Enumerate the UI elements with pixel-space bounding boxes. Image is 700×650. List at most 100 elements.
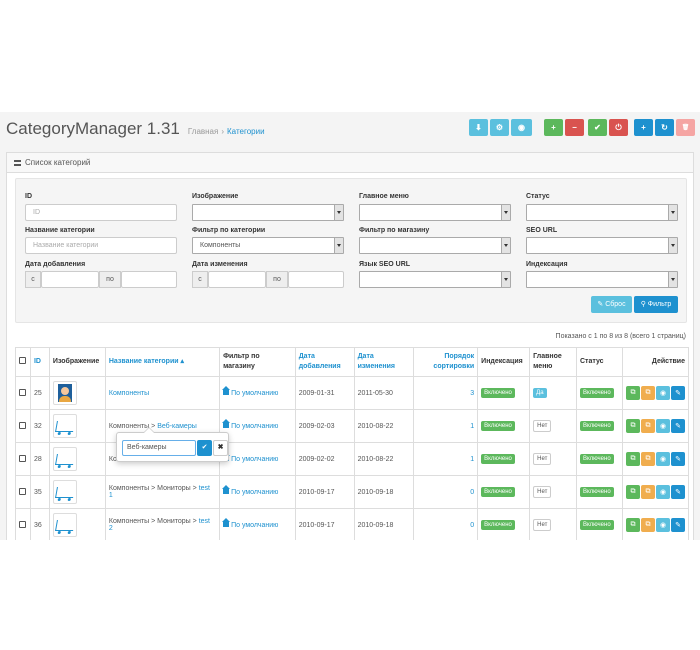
menu-badge[interactable]: Нет: [533, 486, 552, 498]
breadcrumb: Главная › Категории: [187, 127, 265, 136]
filter-category-select[interactable]: Компоненты: [192, 237, 344, 254]
view-button[interactable]: ◉: [511, 119, 532, 136]
index-badge[interactable]: Включено: [481, 487, 515, 497]
row-checkbox[interactable]: [19, 388, 27, 396]
delete-button[interactable]: 🗑: [676, 119, 695, 136]
filter-seo-select[interactable]: [526, 237, 678, 254]
filter-store-select[interactable]: [359, 237, 511, 254]
status-badge[interactable]: Включено: [579, 454, 614, 464]
index-badge[interactable]: Включено: [481, 421, 515, 431]
inline-edit-input[interactable]: Веб-камеры: [122, 440, 196, 456]
chevron-down-icon: [501, 205, 510, 220]
index-badge[interactable]: Включено: [481, 454, 515, 464]
refresh-button[interactable]: ↻: [655, 119, 674, 136]
header-id[interactable]: ID: [29, 347, 50, 377]
row-date-changed: 2010-08-22: [353, 442, 415, 476]
menu-badge[interactable]: Нет: [533, 420, 552, 432]
filter-seo-label: SEO URL: [526, 227, 558, 234]
expand-button[interactable]: +: [544, 119, 563, 136]
download-button[interactable]: ⬇: [469, 119, 488, 136]
changed-from-input[interactable]: [208, 271, 266, 288]
breadcrumb-current[interactable]: Категории: [227, 127, 265, 136]
cart-icon: [54, 519, 75, 531]
clone-button[interactable]: ⧉: [641, 485, 655, 499]
reset-button[interactable]: ✎ Сброс: [591, 296, 632, 313]
filter-status-select[interactable]: [526, 204, 678, 221]
view-button[interactable]: ◉: [656, 518, 670, 532]
status-badge[interactable]: Включено: [579, 487, 614, 497]
view-button[interactable]: ◉: [656, 386, 670, 400]
status-badge[interactable]: Включено: [579, 421, 614, 431]
header-date-added[interactable]: Дата добавления: [294, 347, 355, 377]
copy-button[interactable]: ⧉: [626, 518, 640, 532]
view-button[interactable]: ◉: [656, 419, 670, 433]
added-from-input[interactable]: [41, 271, 99, 288]
view-button[interactable]: ◉: [656, 452, 670, 466]
row-checkbox[interactable]: [19, 421, 27, 429]
settings-button[interactable]: ⚙: [490, 119, 509, 136]
view-button[interactable]: ◉: [656, 485, 670, 499]
filter-menu-select[interactable]: [359, 204, 511, 221]
filter-image-select[interactable]: [192, 204, 344, 221]
clone-button[interactable]: ⧉: [641, 419, 655, 433]
filter-button[interactable]: ⚲ Фильтр: [634, 296, 678, 313]
row-store-link[interactable]: По умолчанию: [231, 389, 279, 397]
row-name-link[interactable]: Веб-камеры: [157, 422, 197, 430]
row-sort-link[interactable]: 3: [470, 389, 475, 397]
breadcrumb-home[interactable]: Главная: [187, 127, 219, 136]
status-badge[interactable]: Включено: [579, 520, 614, 530]
copy-button[interactable]: ⧉: [626, 452, 640, 466]
enable-button[interactable]: ✔: [588, 119, 607, 136]
add-button[interactable]: +: [634, 119, 653, 136]
header-name[interactable]: Название категории ▴: [104, 347, 221, 377]
filter-id-input[interactable]: ID: [25, 204, 177, 221]
copy-button[interactable]: ⧉: [626, 485, 640, 499]
menu-badge[interactable]: Нет: [533, 519, 552, 531]
edit-button[interactable]: ✎: [671, 452, 685, 466]
cancel-edit-button[interactable]: ✖: [213, 440, 228, 456]
header-date-changed[interactable]: Дата изменения: [353, 347, 415, 377]
row-checkbox[interactable]: [19, 487, 27, 495]
menu-badge[interactable]: Да: [533, 388, 547, 398]
disable-button[interactable]: ⏻: [609, 119, 628, 136]
clone-button[interactable]: ⧉: [641, 518, 655, 532]
copy-button[interactable]: ⧉: [626, 386, 640, 400]
edit-button[interactable]: ✎: [671, 518, 685, 532]
clone-button[interactable]: ⧉: [641, 452, 655, 466]
filter-name-input[interactable]: Название категории: [25, 237, 177, 254]
edit-button[interactable]: ✎: [671, 419, 685, 433]
menu-badge[interactable]: Нет: [533, 453, 552, 465]
added-to-input[interactable]: [121, 271, 177, 288]
row-sort-link[interactable]: 1: [470, 422, 475, 430]
clone-button[interactable]: ⧉: [641, 386, 655, 400]
filter-name-label: Название категории: [25, 227, 95, 234]
status-badge[interactable]: Включено: [579, 388, 614, 398]
row-store-link[interactable]: По умолчанию: [231, 455, 279, 463]
row-sort-link[interactable]: 1: [470, 455, 475, 463]
filter-index-select[interactable]: [526, 271, 678, 288]
header-sort-order[interactable]: Порядок сортировки: [413, 347, 479, 377]
confirm-edit-button[interactable]: ✔: [197, 440, 212, 456]
row-store-link[interactable]: По умолчанию: [231, 521, 279, 529]
row-store-link[interactable]: По умолчанию: [231, 422, 279, 430]
copy-button[interactable]: ⧉: [626, 419, 640, 433]
row-store-link[interactable]: По умолчанию: [231, 488, 279, 496]
edit-button[interactable]: ✎: [671, 485, 685, 499]
row-checkbox[interactable]: [19, 454, 27, 462]
index-badge[interactable]: Включено: [481, 520, 515, 530]
filter-seolang-select[interactable]: [359, 271, 511, 288]
row-name-link-cont[interactable]: 2: [108, 525, 113, 532]
row-name-link-cont[interactable]: 1: [108, 492, 113, 499]
row-name-link[interactable]: Компоненты: [108, 389, 150, 397]
edit-button[interactable]: ✎: [671, 386, 685, 400]
row-sort-link[interactable]: 0: [470, 521, 475, 529]
row-name-link[interactable]: test: [198, 518, 210, 525]
select-all-checkbox[interactable]: [19, 356, 27, 364]
row-actions-cell: ⧉ ⧉ ◉ ✎: [622, 376, 689, 410]
changed-to-input[interactable]: [288, 271, 344, 288]
collapse-button[interactable]: −: [565, 119, 584, 136]
index-badge[interactable]: Включено: [481, 388, 515, 398]
row-sort-link[interactable]: 0: [470, 488, 475, 496]
row-name-link[interactable]: test: [198, 485, 210, 492]
row-checkbox[interactable]: [19, 520, 27, 528]
